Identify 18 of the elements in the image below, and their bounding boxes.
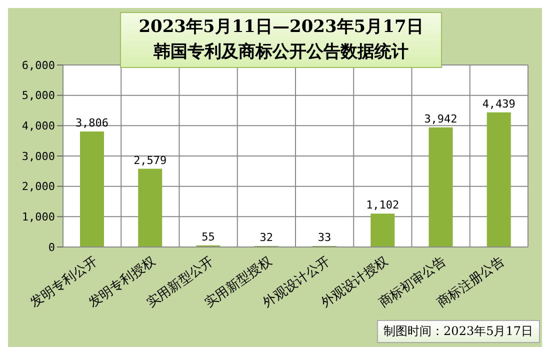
text: 制图时间：2023年5月17日 [384, 323, 533, 340]
y-tick-label: 4,000 [22, 120, 55, 133]
y-tick-label: 2,000 [22, 180, 55, 194]
data-label: 1,102 [366, 198, 400, 212]
data-label: 4,439 [482, 97, 516, 110]
y-tick-label: 0 [48, 240, 55, 254]
data-label: 55 [202, 230, 215, 244]
data-label: 33 [318, 231, 332, 244]
data-label: 3,806 [75, 116, 109, 130]
data-label: 3,942 [424, 112, 458, 126]
y-tick-label: 1,000 [22, 210, 55, 224]
y-tick-label: 5,000 [22, 89, 55, 102]
y-tick-label: 6,000 [22, 58, 55, 72]
chart-title: 2023年5月11日—2023年5月17日 [138, 16, 424, 39]
data-label: 32 [260, 231, 273, 244]
chart-subtitle: 韩国专利及商标公开公告数据统计 [152, 41, 410, 64]
data-label: 2,579 [134, 154, 167, 167]
y-tick-label: 3,000 [22, 150, 55, 163]
